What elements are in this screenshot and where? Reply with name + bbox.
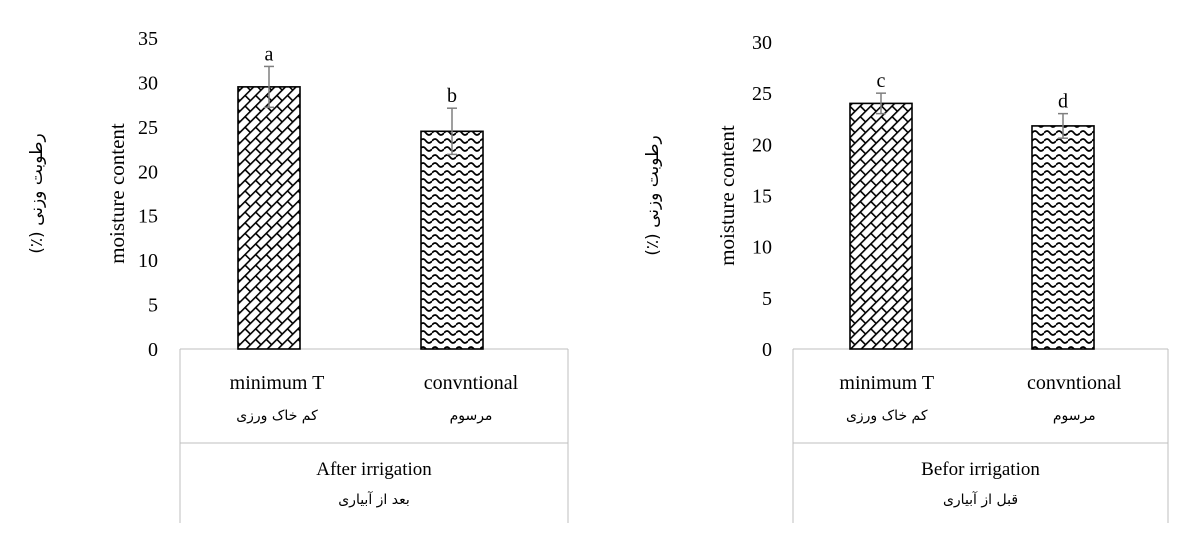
- significance-letter: d: [1058, 91, 1068, 113]
- y-tick-label: 35: [138, 28, 158, 50]
- bar: [237, 86, 301, 350]
- significance-letter: b: [447, 85, 457, 107]
- y-tick-label: 10: [138, 250, 158, 272]
- category-label-fa: کم خاک ورزی: [846, 408, 928, 424]
- y-tick-label: 5: [148, 295, 158, 317]
- group-label-fa: بعد از آبیاری: [338, 491, 410, 508]
- group-label: Befor irrigation: [921, 459, 1040, 480]
- significance-letter: a: [265, 43, 274, 65]
- chart-1: 0 5 10 15 20 25 30 35 a minimum T کم خاک ورزی b conv…: [27, 28, 569, 523]
- y-tick-label: 30: [752, 32, 772, 54]
- y-tick-label: 20: [752, 134, 772, 156]
- y-tick-label: 20: [138, 161, 158, 183]
- y-tick-label: 15: [752, 186, 772, 208]
- group-label: After irrigation: [316, 459, 432, 480]
- significance-letter: c: [877, 70, 886, 92]
- y-tick-label: 30: [138, 72, 158, 94]
- category-label: convntional: [1027, 372, 1122, 394]
- group-label-fa: قبل از آبیاری: [943, 491, 1018, 508]
- y-tick-label: 0: [148, 339, 158, 361]
- bar: [420, 130, 484, 350]
- category-label-fa: مرسوم: [1053, 408, 1096, 424]
- y-tick-label: 5: [762, 288, 772, 310]
- bar: [1031, 125, 1095, 350]
- y-axis-label-fa: رطوبت وزنی (٪): [643, 135, 663, 255]
- y-tick-label: 25: [138, 117, 158, 139]
- category-label: convntional: [424, 372, 519, 394]
- y-tick-label: 25: [752, 83, 772, 105]
- y-tick-label: 0: [762, 339, 772, 361]
- y-tick-label: 10: [752, 237, 772, 259]
- category-label-fa: مرسوم: [450, 408, 493, 424]
- y-axis-label: moisture content: [105, 123, 129, 264]
- category-label: minimum T: [839, 372, 934, 394]
- y-tick-label: 15: [138, 206, 158, 228]
- bar: [849, 102, 913, 350]
- chart-2: 0 5 10 15 20 25 30 c minimum T کم خاک ورزی d convnt…: [643, 32, 1169, 523]
- y-axis-label-fa: رطوبت وزنی (٪): [27, 133, 47, 253]
- y-axis-label: moisture content: [715, 125, 739, 266]
- category-label: minimum T: [230, 372, 325, 394]
- category-label-fa: کم خاک ورزی: [236, 408, 318, 424]
